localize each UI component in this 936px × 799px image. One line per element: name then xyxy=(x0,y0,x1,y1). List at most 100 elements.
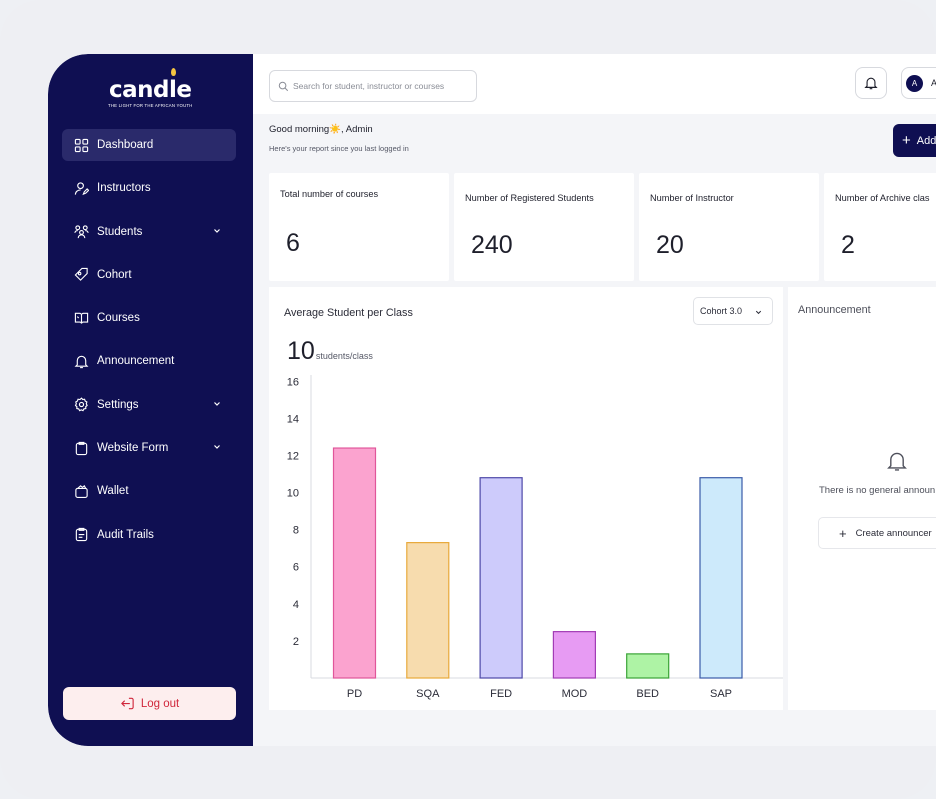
search-box[interactable] xyxy=(269,70,477,102)
brand-logo[interactable]: candle THE LIGHT FOR THE AFRICAN YOUTH xyxy=(108,68,193,108)
main-content: A A Good morning☀️, Admin Here's your re… xyxy=(253,54,936,746)
profile-menu[interactable]: A A xyxy=(901,67,936,99)
bar xyxy=(406,542,450,679)
sidebar-item-label: Students xyxy=(97,225,143,238)
stat-value: 6 xyxy=(286,229,300,257)
avatar: A xyxy=(906,74,923,92)
brand-name: candle xyxy=(109,77,192,103)
greeting-subtext: Here's your report since you last logged… xyxy=(269,144,409,153)
sidebar-item-audit-trails[interactable]: Audit Trails xyxy=(62,519,236,551)
cohort-select-value: Cohort 3.0 xyxy=(700,306,743,316)
plus-icon: + xyxy=(839,525,847,541)
book-icon xyxy=(74,312,89,324)
logout-label: Log out xyxy=(140,697,180,710)
sidebar-item-website-form[interactable]: Website Form xyxy=(62,432,236,464)
sidebar-item-cohort[interactable]: Cohort xyxy=(62,259,236,291)
y-tick-label: 6 xyxy=(293,562,299,574)
plus-icon: + xyxy=(902,132,911,149)
x-tick-label: SQA xyxy=(416,688,440,700)
sidebar-item-label: Settings xyxy=(97,398,139,411)
gear-icon xyxy=(74,397,88,412)
sidebar-item-announcement[interactable]: Announcement xyxy=(62,345,236,377)
chevron-down-icon xyxy=(755,310,762,315)
average-unit: students/class xyxy=(315,351,373,361)
announcement-empty-text: There is no general announ xyxy=(819,485,936,496)
clipboard-icon xyxy=(75,441,88,455)
add-button-label: Add xyxy=(916,134,936,147)
x-tick-label: SAP xyxy=(710,688,732,700)
sidebar-item-wallet[interactable]: Wallet xyxy=(62,475,236,507)
bell-icon xyxy=(864,77,878,90)
chart-card: Average Student per Class 10 students/cl… xyxy=(269,287,783,710)
sidebar-item-settings[interactable]: Settings xyxy=(62,389,236,421)
announcement-card: Announcement There is no general announ … xyxy=(788,287,936,710)
app-window: candle THE LIGHT FOR THE AFRICAN YOUTH D… xyxy=(48,54,936,746)
flame-icon xyxy=(171,68,176,76)
bar-chart: 2 4 6 8 10 12 14 16 PD SQA FED MOD BED SAP xyxy=(287,375,783,700)
search-input[interactable] xyxy=(293,81,473,91)
sidebar-item-students[interactable]: Students xyxy=(62,216,236,248)
logout-button[interactable]: Log out xyxy=(63,687,236,720)
sidebar-item-label: Instructors xyxy=(97,182,151,195)
stat-value: 240 xyxy=(471,231,513,259)
y-tick-label: 4 xyxy=(293,599,299,611)
wallet-icon xyxy=(75,484,88,498)
stat-label: Total number of courses xyxy=(280,189,379,199)
sidebar-item-label: Announcement xyxy=(97,355,175,368)
user-edit-icon xyxy=(74,182,89,195)
y-tick-label: 10 xyxy=(287,488,299,500)
bell-icon xyxy=(74,355,89,369)
average-readout: 10 students/class xyxy=(287,337,373,366)
greeting: Good morning☀️, Admin xyxy=(269,124,373,135)
add-button[interactable]: + Add xyxy=(893,124,936,157)
notifications-button[interactable] xyxy=(855,67,887,99)
stat-card-students: Number of Registered Students 240 xyxy=(454,173,634,281)
stat-value: 20 xyxy=(656,231,684,259)
stat-label: Number of Instructor xyxy=(650,193,734,203)
stat-label: Number of Registered Students xyxy=(465,193,594,203)
average-value: 10 xyxy=(287,337,315,365)
chevron-down-icon xyxy=(214,445,220,449)
sidebar-item-instructors[interactable]: Instructors xyxy=(62,172,236,204)
x-tick-label: PD xyxy=(347,688,362,700)
logout-icon xyxy=(120,697,134,710)
stat-card-archive: Number of Archive clas 2 xyxy=(824,173,936,281)
profile-name: A xyxy=(931,78,936,88)
bar xyxy=(332,447,377,679)
bar xyxy=(552,631,596,679)
y-tick-label: 2 xyxy=(293,636,299,648)
y-tick-label: 16 xyxy=(287,376,299,388)
users-icon xyxy=(74,225,89,239)
topbar: A A xyxy=(253,54,936,114)
sidebar-item-label: Wallet xyxy=(97,485,129,498)
stat-card-courses: Total number of courses 6 xyxy=(269,173,449,281)
chevron-down-icon xyxy=(214,401,220,406)
sidebar-item-label: Courses xyxy=(97,312,140,325)
create-announcement-label: Create announcer xyxy=(855,527,932,539)
chevron-down-icon xyxy=(214,228,220,233)
sidebar: candle THE LIGHT FOR THE AFRICAN YOUTH D… xyxy=(48,54,253,746)
chart-title: Average Student per Class xyxy=(284,307,413,319)
x-tick-label: BED xyxy=(636,688,659,700)
bell-icon xyxy=(887,452,907,471)
x-tick-label: FED xyxy=(490,688,512,700)
tag-icon xyxy=(74,268,88,282)
brand-tagline: THE LIGHT FOR THE AFRICAN YOUTH xyxy=(108,103,193,108)
sidebar-item-dashboard[interactable]: Dashboard xyxy=(62,129,236,161)
grid-icon xyxy=(74,138,89,152)
y-tick-label: 12 xyxy=(287,450,299,462)
stat-value: 2 xyxy=(841,231,855,259)
y-tick-label: 8 xyxy=(293,525,299,537)
create-announcement-button[interactable]: + Create announcer xyxy=(818,517,936,549)
sidebar-item-label: Website Form xyxy=(97,442,169,455)
sidebar-item-label: Cohort xyxy=(97,268,132,281)
stat-label: Number of Archive clas xyxy=(835,193,930,203)
bar xyxy=(626,653,670,679)
sidebar-nav: Dashboard Instructors Students Cohort xyxy=(62,129,236,562)
cohort-select[interactable]: Cohort 3.0 xyxy=(693,297,773,325)
sidebar-item-label: Dashboard xyxy=(97,139,154,151)
y-tick-label: 14 xyxy=(287,413,299,425)
bar xyxy=(699,477,743,679)
sidebar-item-courses[interactable]: Courses xyxy=(62,302,236,334)
